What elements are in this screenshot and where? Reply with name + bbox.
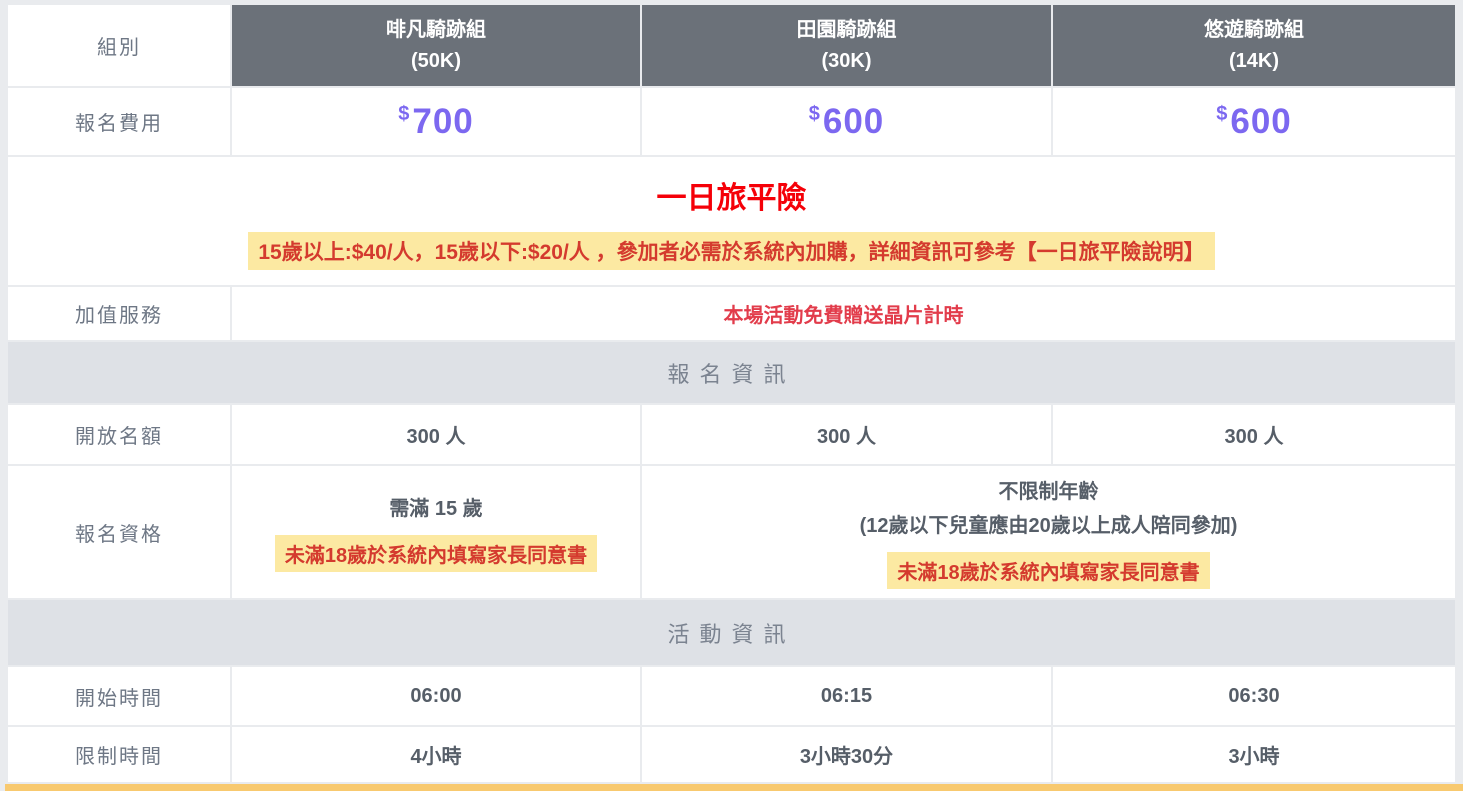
group-header-row: 組別 啡凡騎跡組 (50K) 田園騎跡組 (30K) 悠遊騎跡組 (14K) [8,5,1455,88]
addon-value-cell: 本場活動免費贈送晶片計時 [232,287,1455,340]
insurance-cell: 一日旅平險 15歲以上:$40/人，15歲以下:$20/人 ，參加者必需於系統內… [8,157,1455,285]
registration-section-row: 報名資訊 [8,342,1455,405]
eligibility-consent-note-merged: 未滿18歲於系統內填寫家長同意書 [887,552,1210,589]
start-time-row: 開始時間 06:00 06:15 06:30 [8,667,1455,727]
eligibility-row-label: 報名資格 [8,466,230,598]
start-time-50k: 06:00 [232,667,640,725]
addon-row-label: 加值服務 [8,287,230,340]
eligibility-requirement-50k: 需滿 15 歲 [389,498,483,520]
eligibility-cell-30k-14k: 不限制年齡 (12歲以下兒童應由20歲以上成人陪同參加) 未滿18歲於系統內填寫… [642,466,1455,598]
addon-service-row: 加值服務 本場活動免費贈送晶片計時 [8,287,1455,342]
eligibility-row: 報名資格 需滿 15 歲 未滿18歲於系統內填寫家長同意書 不限制年齡 (12歲… [8,466,1455,600]
group-header-30k: 田園騎跡組 (30K) [642,5,1051,86]
currency-symbol: $ [398,102,410,125]
registration-section-title: 報名資訊 [8,342,1455,403]
eligibility-consent-note-50k: 未滿18歲於系統內填寫家長同意書 [274,535,598,572]
eligibility-cell-50k: 需滿 15 歲 未滿18歲於系統內填寫家長同意書 [232,466,640,598]
currency-symbol: $ [808,102,820,125]
group-distance-14k: (14K) [1228,49,1279,72]
fee-value-30k: 600 [822,101,885,141]
time-limit-50k: 4小時 [232,727,640,782]
fee-cell-14k: $600 [1053,88,1455,155]
quota-value-30k: 300 人 [642,405,1051,464]
time-limit-14k: 3小時 [1053,727,1455,782]
quota-row-label: 開放名額 [8,405,230,464]
insurance-note: 15歲以上:$40/人，15歲以下:$20/人 ，參加者必需於系統內加購，詳細資… [248,231,1215,270]
event-section-title: 活動資訊 [8,600,1455,665]
start-time-14k: 06:30 [1053,667,1455,725]
time-limit-row: 限制時間 4小時 3小時30分 3小時 [8,727,1455,784]
time-limit-row-label: 限制時間 [8,727,230,782]
insurance-row: 一日旅平險 15歲以上:$40/人，15歲以下:$20/人 ，參加者必需於系統內… [8,157,1455,287]
start-time-row-label: 開始時間 [8,667,230,725]
eligibility-line2: (12歲以下兒童應由20歲以上成人陪同參加) [859,515,1238,537]
quota-value-50k: 300 人 [232,405,640,464]
fee-row: 報名費用 $700 $600 $600 [8,88,1455,157]
insurance-title: 一日旅平險 [656,181,807,215]
fee-value-50k: 700 [412,101,474,141]
event-pricing-table: 組別 啡凡騎跡組 (50K) 田園騎跡組 (30K) 悠遊騎跡組 (14K) 報… [8,5,1455,784]
fee-value-14k: 600 [1230,101,1292,141]
group-distance-30k: (30K) [821,49,872,72]
currency-symbol: $ [1216,102,1228,125]
group-header-14k: 悠遊騎跡組 (14K) [1053,5,1455,86]
next-row-highlight-strip [5,784,1463,791]
event-section-row: 活動資訊 [8,600,1455,667]
group-column-label: 組別 [8,5,230,86]
fee-cell-30k: $600 [642,88,1051,155]
group-name-50k: 啡凡騎跡組 [386,18,486,41]
quota-row: 開放名額 300 人 300 人 300 人 [8,405,1455,466]
group-name-30k: 田園騎跡組 [796,18,897,41]
quota-value-14k: 300 人 [1053,405,1455,464]
group-name-14k: 悠遊騎跡組 [1204,18,1304,41]
fee-cell-50k: $700 [232,88,640,155]
group-header-50k: 啡凡騎跡組 (50K) [232,5,640,86]
time-limit-30k: 3小時30分 [642,727,1051,782]
start-time-30k: 06:15 [642,667,1051,725]
eligibility-line1: 不限制年齡 [998,481,1099,503]
addon-value: 本場活動免費贈送晶片計時 [723,305,964,327]
fee-row-label: 報名費用 [8,88,230,155]
group-distance-50k: (50K) [410,49,461,72]
